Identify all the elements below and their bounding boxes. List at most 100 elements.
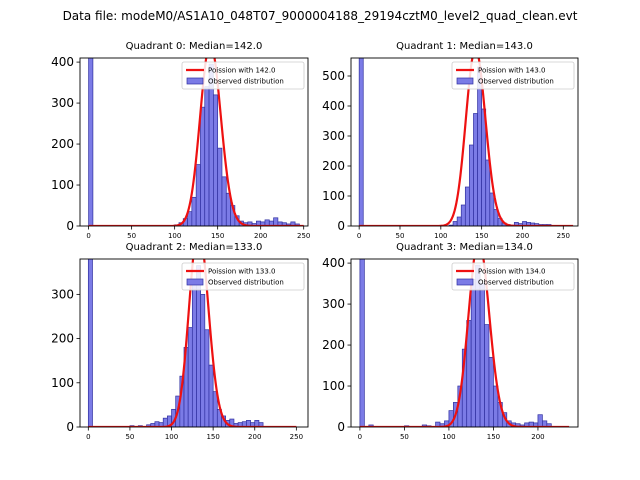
histogram-bar xyxy=(537,414,543,427)
histogram-bar xyxy=(88,58,94,226)
histogram-bar xyxy=(208,364,214,427)
x-tick-label: 100 xyxy=(434,232,447,240)
histogram-bar xyxy=(484,324,490,427)
y-tick-label: 300 xyxy=(322,129,345,143)
x-tick-label: 50 xyxy=(400,433,409,441)
y-tick-label: 100 xyxy=(51,376,74,390)
histogram-bar xyxy=(452,221,458,226)
y-tick-label: 0 xyxy=(66,420,74,434)
legend-box xyxy=(451,61,575,90)
x-tick-label: 250 xyxy=(290,433,303,441)
x-tick-label: 100 xyxy=(442,433,455,441)
legend-observed-label: Observed distribution xyxy=(208,78,284,86)
legend: Poission with 134.0 Observed distribution xyxy=(451,262,575,291)
x-tick-label: 0 xyxy=(86,232,90,240)
legend-observed-swatch xyxy=(456,77,474,85)
x-tick-label: 200 xyxy=(254,232,267,240)
legend-box xyxy=(451,262,575,291)
poisson-fit-line xyxy=(88,58,304,226)
y-tick-label: 0 xyxy=(66,219,74,233)
legend: Poission with 142.0 Observed distribution xyxy=(181,61,305,90)
histogram-bar xyxy=(358,58,364,226)
legend-box xyxy=(181,61,305,90)
x-tick-label: 200 xyxy=(531,433,544,441)
y-tick-label: 0 xyxy=(337,420,345,434)
legend-fit-label: Poission with 142.0 xyxy=(208,67,276,75)
quadrant-3-title: Quadrant 3: Median=134.0 xyxy=(396,242,533,253)
y-tick-label: 400 xyxy=(322,99,345,113)
x-tick-label: 50 xyxy=(125,433,134,441)
legend-observed-swatch xyxy=(186,278,204,286)
axes-frame xyxy=(350,258,579,428)
x-tick-label: 250 xyxy=(557,232,570,240)
histogram-bar xyxy=(473,113,478,226)
histogram-bar xyxy=(546,423,552,427)
y-tick-label: 500 xyxy=(322,69,345,83)
x-tick-label: 250 xyxy=(297,232,310,240)
x-tick-label: 200 xyxy=(248,433,261,441)
poisson-fit-line xyxy=(359,58,574,226)
histogram-bar xyxy=(477,66,482,226)
histogram-bar xyxy=(485,159,491,226)
y-tick-label: 100 xyxy=(51,178,74,192)
y-tick-label: 200 xyxy=(51,137,74,151)
histogram-bar xyxy=(273,217,279,226)
histogram-bar xyxy=(489,192,495,226)
x-tick-label: 150 xyxy=(211,232,224,240)
histogram-bar xyxy=(359,259,365,427)
x-tick-label: 100 xyxy=(168,232,181,240)
legend: Poission with 133.0 Observed distribution xyxy=(181,262,305,291)
histogram-bar xyxy=(229,418,235,427)
histogram-bar xyxy=(221,176,227,226)
histogram-bar xyxy=(204,329,210,427)
x-tick-label: 150 xyxy=(475,232,488,240)
histogram-bars xyxy=(358,58,552,226)
quadrant-3-panel: Quadrant 3: Median=134.0 0 100 200 300 400 0 50… xyxy=(322,242,579,441)
quadrant-0-panel: Quadrant 0: Median=142.0 0 100 200 300 400 0 50… xyxy=(51,41,310,240)
legend-observed-label: Observed distribution xyxy=(478,78,554,86)
x-tick-label: 150 xyxy=(487,433,500,441)
histogram-bar xyxy=(456,216,462,226)
histogram-bar xyxy=(493,209,499,226)
histogram-bar xyxy=(469,144,474,226)
histogram-bar xyxy=(217,147,223,226)
y-tick-label: 400 xyxy=(51,55,74,69)
y-tick-label: 100 xyxy=(322,379,345,393)
y-tick-label: 200 xyxy=(51,332,74,346)
legend-observed-label: Observed distribution xyxy=(478,279,554,287)
poisson-fit-line xyxy=(359,259,570,427)
y-tick-label: 200 xyxy=(322,159,345,173)
legend-fit-label: Poission with 133.0 xyxy=(208,268,276,276)
histogram-bar xyxy=(460,204,466,226)
legend-fit-label: Poission with 134.0 xyxy=(478,268,546,276)
x-tick-label: 0 xyxy=(358,433,362,441)
histogram-bar xyxy=(87,259,93,427)
legend-observed-label: Observed distribution xyxy=(208,279,284,287)
histogram-bar xyxy=(191,196,197,226)
x-tick-label: 0 xyxy=(86,433,90,441)
histogram-bar xyxy=(195,164,201,226)
histogram-bar xyxy=(213,94,219,226)
y-tick-label: 300 xyxy=(51,96,74,110)
histogram-bar xyxy=(187,327,193,427)
y-tick-label: 400 xyxy=(322,256,345,270)
x-tick-label: 100 xyxy=(165,433,178,441)
histogram-bar xyxy=(488,356,494,427)
axes-frame xyxy=(79,57,309,227)
quadrant-0-title: Quadrant 0: Median=142.0 xyxy=(126,41,263,52)
axes-frame xyxy=(350,57,579,227)
quadrant-2-panel: Quadrant 2: Median=133.0 0 100 200 300 0 50 100… xyxy=(51,242,309,441)
x-tick-label: 50 xyxy=(396,232,405,240)
y-tick-label: 300 xyxy=(51,287,74,301)
histogram-bar xyxy=(200,106,206,226)
y-tick-label: 0 xyxy=(337,219,345,233)
legend-observed-swatch xyxy=(456,278,474,286)
histogram-bar xyxy=(479,283,485,427)
legend: Poission with 143.0 Observed distribution xyxy=(451,61,575,90)
y-tick-label: 200 xyxy=(322,338,345,352)
x-tick-label: 200 xyxy=(516,232,529,240)
x-tick-label: 0 xyxy=(357,232,361,240)
quadrant-1-title: Quadrant 1: Median=143.0 xyxy=(396,41,533,52)
quadrant-1-panel: Quadrant 1: Median=143.00100200300400500… xyxy=(322,41,579,240)
